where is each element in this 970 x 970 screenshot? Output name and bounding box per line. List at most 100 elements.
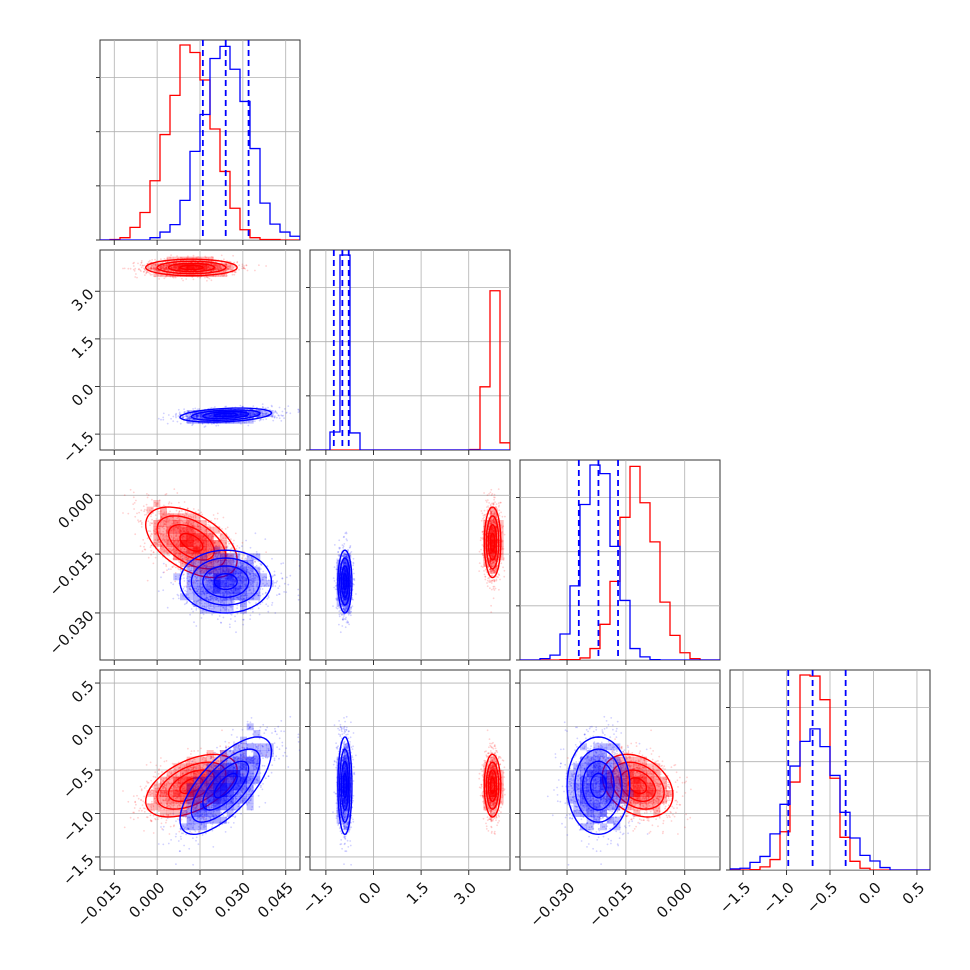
scatter-point [247, 601, 250, 603]
scatter-point [166, 569, 168, 572]
scatter-point [183, 580, 186, 582]
scatter-point [179, 413, 181, 416]
scatter-point [255, 413, 258, 415]
scatter-point [217, 560, 219, 563]
scatter-point [150, 267, 153, 270]
density-cell [186, 256, 194, 264]
scatter-point [159, 543, 162, 546]
scatter-point [188, 521, 191, 523]
scatter-point [185, 594, 188, 596]
density-cell [153, 540, 161, 547]
scatter-point [190, 567, 193, 570]
scatter-point [259, 594, 262, 597]
scatter-point [150, 515, 152, 518]
density-cell [220, 263, 227, 271]
scatter-point [221, 528, 223, 530]
scatter-point [252, 580, 255, 583]
scatter-point [226, 546, 229, 549]
scatter-point [246, 594, 249, 597]
scatter-point [175, 558, 178, 561]
scatter-point [183, 548, 186, 551]
scatter-point [249, 567, 252, 569]
scatter-point [154, 268, 157, 270]
scatter-point [137, 268, 140, 271]
scatter-point [251, 608, 254, 610]
density-cell [260, 410, 267, 417]
scatter-point [143, 548, 146, 551]
scatter-point [240, 595, 243, 598]
scatter-point [247, 566, 250, 569]
scatter-point [243, 421, 246, 424]
scatter-point [211, 423, 213, 425]
scatter-point [170, 581, 173, 584]
scatter-point [212, 560, 215, 563]
scatter-point [217, 600, 220, 603]
scatter-point [260, 563, 263, 566]
scatter-point [224, 528, 227, 530]
scatter-point [144, 548, 147, 551]
scatter-point [229, 558, 232, 561]
scatter-point [184, 589, 187, 592]
scatter-point [175, 566, 177, 569]
scatter-point [226, 274, 228, 277]
scatter-point [278, 585, 281, 587]
scatter-point [188, 580, 191, 583]
scatter-point [154, 266, 157, 269]
scatter-point [213, 596, 216, 599]
scatter-point [155, 268, 158, 271]
scatter-point [194, 511, 197, 513]
scatter-point [211, 596, 214, 598]
scatter-point [206, 529, 208, 531]
scatter-point [209, 605, 212, 607]
scatter-point [171, 566, 174, 568]
density-cell [160, 513, 167, 521]
scatter-point [259, 603, 262, 605]
scatter-point [197, 568, 200, 570]
scatter-point [226, 562, 229, 564]
scatter-point [159, 511, 162, 513]
scatter-point [201, 565, 204, 567]
scatter-point [204, 520, 207, 523]
scatter-point [158, 525, 161, 527]
scatter-point [169, 510, 171, 513]
scatter-point [149, 535, 152, 538]
scatter-point [183, 415, 186, 418]
scatter-point [271, 415, 274, 418]
scatter-point [160, 545, 162, 548]
scatter-point [217, 560, 220, 562]
scatter-point [152, 267, 155, 270]
scatter-point [255, 412, 258, 415]
scatter-point [166, 518, 169, 521]
scatter-point [227, 265, 230, 268]
scatter-point [196, 414, 199, 417]
scatter-point [203, 606, 206, 608]
scatter-point [261, 403, 264, 405]
scatter-point [196, 590, 199, 592]
scatter-point [196, 579, 199, 582]
scatter-point [132, 503, 135, 505]
scatter-point [196, 590, 199, 592]
scatter-point [199, 525, 201, 527]
scatter-point [227, 268, 230, 271]
scatter-point [208, 595, 211, 598]
scatter-point [163, 527, 165, 530]
scatter-point [220, 533, 222, 535]
scatter-point [277, 414, 280, 417]
scatter-point [184, 557, 186, 560]
scatter-point [276, 580, 278, 582]
scatter-point [244, 594, 247, 597]
scatter-point [230, 594, 233, 597]
density-cell [200, 410, 207, 417]
scatter-point [142, 271, 145, 273]
scatter-point [272, 575, 275, 577]
scatter-point [220, 268, 222, 270]
scatter-point [145, 271, 148, 274]
scatter-point [209, 562, 211, 564]
scatter-point [198, 417, 201, 420]
scatter-point [216, 561, 219, 564]
scatter-point [254, 269, 256, 272]
scatter-point [180, 277, 183, 280]
scatter-point [210, 563, 213, 566]
scatter-point [193, 604, 196, 607]
scatter-point [249, 546, 252, 549]
